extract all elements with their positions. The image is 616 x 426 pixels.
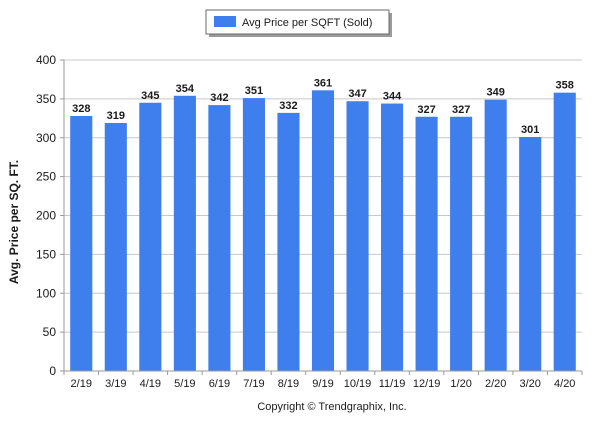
bar [450,116,473,371]
bar [139,102,162,371]
bar [173,95,196,371]
x-tick-label: 3/20 [519,378,540,390]
x-tick-label: 3/19 [105,378,126,390]
data-label: 344 [383,91,402,103]
x-tick-label: 12/19 [413,378,441,390]
data-label: 347 [348,88,366,100]
legend: Avg Price per SQFT (Sold) [205,9,392,37]
legend-label: Avg Price per SQFT (Sold) [242,17,372,29]
data-label: 349 [486,87,504,99]
y-tick-label: 300 [36,131,56,145]
x-tick-label: 11/19 [379,378,406,390]
data-label: 327 [452,104,470,116]
data-label: 328 [72,103,90,115]
y-tick-label: 150 [36,247,56,261]
data-label: 361 [314,77,332,89]
bar [346,101,369,372]
x-tick-label: 6/19 [209,378,230,390]
bar [381,103,404,371]
data-labels: 328 319 345 354 342 351 332 361 347 344 327 327 349 3… [72,77,574,136]
x-tick-label: 1/20 [450,378,471,390]
x-tick-label: 9/19 [312,378,333,390]
bar [277,112,300,372]
bar [242,98,265,371]
bar [519,136,542,371]
x-tick-label: 7/19 [243,378,264,390]
copyright-text: Copyright © Trendgraphix, Inc. [257,401,406,413]
y-tick-labels: 0 50 100 150 200 250 300 350 400 [36,53,64,378]
bars [70,90,576,372]
y-tick-label: 400 [36,53,56,67]
bar [70,115,93,371]
y-tick-label: 350 [36,92,56,106]
x-tick-label: 8/19 [278,378,299,390]
x-tick-label: 2/19 [71,378,92,390]
x-tick-label: 4/20 [554,378,575,390]
y-tick-label: 50 [43,325,57,339]
data-label: 358 [556,80,574,92]
bar [104,122,127,371]
y-tick-label: 0 [49,364,56,378]
data-label: 342 [210,92,228,104]
x-tick-label: 10/19 [344,378,372,390]
y-tick-label: 200 [36,209,56,223]
y-tick-label: 250 [36,170,56,184]
data-label: 327 [417,104,435,116]
data-label: 332 [279,100,297,112]
data-label: 319 [107,110,125,122]
legend-box [205,9,390,35]
bar [311,90,335,371]
bar [553,92,576,371]
x-tick-label: 4/19 [140,378,161,390]
bar [208,105,231,371]
x-tick-labels: 2/19 3/19 4/19 5/19 6/19 7/19 8/19 9/19 10/19 11/… [63,371,583,390]
data-label: 345 [141,90,159,102]
bar [484,99,507,371]
x-tick-label: 2/20 [485,378,506,390]
y-tick-label: 100 [36,286,56,300]
data-label: 351 [245,85,263,97]
y-axis-title: Avg. Price per SQ. FT. [7,160,21,284]
axes [63,60,582,372]
bar [415,116,438,371]
data-label: 301 [521,124,539,136]
data-label: 354 [176,83,195,95]
x-tick-label: 5/19 [174,378,195,390]
legend-swatch [214,16,236,27]
